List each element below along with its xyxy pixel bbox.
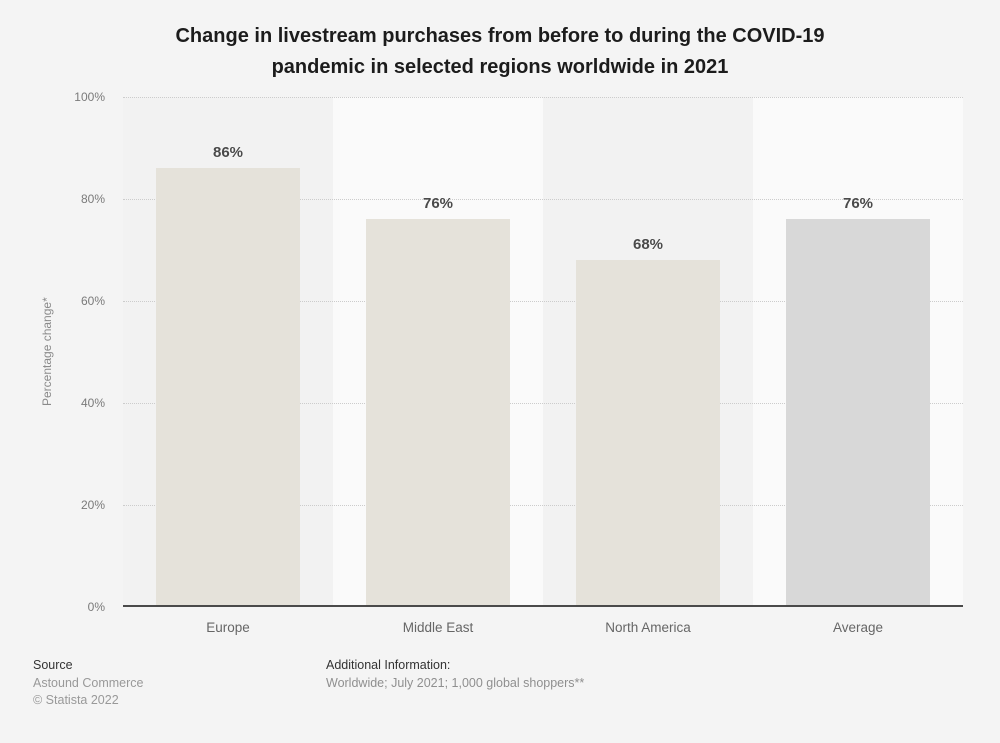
plot-area: 86% 76% 68% 76% [123,97,963,607]
gridline-40 [123,403,963,404]
source-block: Source Astound Commerce © Statista 2022 [33,657,143,710]
y-tick-label: 40% [80,396,105,410]
gridline-60 [123,301,963,302]
x-label-average: Average [832,620,884,635]
additional-info-block: Additional Information: Worldwide; July … [326,657,584,692]
x-axis-labels: Europe Middle East North America Average [123,620,963,640]
x-label-europe: Europe [206,620,250,635]
gridline-100 [123,97,963,98]
x-label-middle-east: Middle East [402,620,474,635]
bar-north-america [576,260,720,607]
gridline-20 [123,505,963,506]
bar-europe [156,168,300,607]
y-tick-label: 80% [80,192,105,206]
additional-info-text: Worldwide; July 2021; 1,000 global shopp… [326,675,585,690]
y-tick-label: 60% [80,294,105,308]
source-label: Source [33,658,73,672]
y-tick-label: 100% [74,90,105,104]
x-axis-line [123,605,963,607]
copyright: © Statista 2022 [33,693,119,707]
value-label-europe: 86% [212,144,244,162]
bar-middle-east [366,219,510,607]
y-tick-label: 20% [80,498,105,512]
chart-title-line1: Change in livestream purchases from befo… [175,25,825,47]
gridline-80 [123,199,963,200]
value-label-average: 76% [842,195,874,213]
bar-average [786,219,930,607]
chart-title-line2: pandemic in selected regions worldwide i… [271,56,729,78]
additional-info-label: Additional Information: [326,658,451,672]
value-label-middle-east: 76% [422,195,454,213]
source-name: Astound Commerce [33,675,144,690]
chart-title: Change in livestream purchases from befo… [0,21,1000,83]
y-tick-label: 0% [87,600,105,614]
x-label-north-america: North America [605,620,691,635]
value-label-north-america: 68% [632,236,664,254]
y-axis-ticks: 0% 20% 40% 60% 80% 100% [0,90,105,614]
